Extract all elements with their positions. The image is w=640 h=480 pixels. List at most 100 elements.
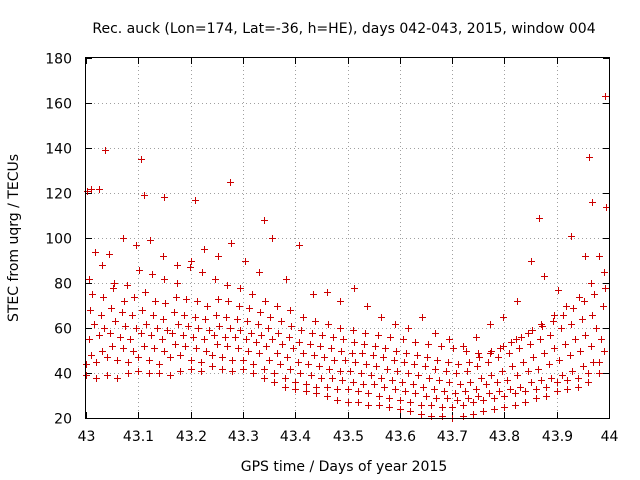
data-point bbox=[441, 388, 448, 395]
data-point bbox=[240, 366, 247, 373]
data-point bbox=[522, 399, 529, 406]
data-point bbox=[412, 339, 419, 346]
data-point bbox=[501, 404, 508, 411]
data-point bbox=[224, 343, 231, 350]
data-point bbox=[425, 341, 432, 348]
data-point bbox=[495, 354, 502, 361]
data-point bbox=[433, 395, 440, 402]
data-point bbox=[475, 393, 482, 400]
data-point bbox=[373, 363, 380, 370]
data-point bbox=[588, 343, 595, 350]
data-point bbox=[138, 330, 145, 337]
data-point bbox=[436, 377, 443, 384]
data-point bbox=[466, 359, 473, 366]
data-point bbox=[362, 330, 369, 337]
data-point bbox=[355, 399, 362, 406]
data-point bbox=[569, 368, 576, 375]
data-point bbox=[278, 318, 285, 325]
data-point bbox=[453, 370, 460, 377]
data-point bbox=[284, 354, 291, 361]
data-point bbox=[265, 325, 272, 332]
data-point bbox=[600, 303, 607, 310]
data-point bbox=[596, 359, 603, 366]
data-point bbox=[589, 199, 596, 206]
data-point bbox=[262, 298, 269, 305]
data-point bbox=[224, 282, 231, 289]
data-point bbox=[593, 325, 600, 332]
data-point bbox=[124, 282, 131, 289]
data-point bbox=[567, 352, 574, 359]
data-point bbox=[342, 357, 349, 364]
data-point bbox=[538, 377, 545, 384]
data-point bbox=[585, 379, 592, 386]
data-point bbox=[364, 303, 371, 310]
data-point bbox=[271, 370, 278, 377]
data-point bbox=[297, 370, 304, 377]
data-point bbox=[102, 147, 109, 154]
data-point bbox=[162, 300, 169, 307]
data-point bbox=[410, 381, 417, 388]
chart-title: Rec. auck (Lon=174, Lat=-36, h=HE), days… bbox=[92, 21, 595, 37]
data-point bbox=[194, 298, 201, 305]
data-point bbox=[201, 246, 208, 253]
data-point bbox=[473, 386, 480, 393]
data-point bbox=[244, 318, 251, 325]
data-point bbox=[174, 280, 181, 287]
data-point bbox=[175, 321, 182, 328]
data-point bbox=[586, 154, 593, 161]
data-point bbox=[462, 388, 469, 395]
data-point bbox=[83, 361, 90, 368]
data-point bbox=[236, 303, 243, 310]
data-point bbox=[556, 357, 563, 364]
data-point bbox=[392, 386, 399, 393]
data-point bbox=[282, 384, 289, 391]
data-point bbox=[555, 287, 562, 294]
data-point bbox=[88, 352, 95, 359]
data-point bbox=[187, 264, 194, 271]
data-point bbox=[255, 321, 262, 328]
data-point bbox=[384, 366, 391, 373]
data-point bbox=[296, 242, 303, 249]
data-point bbox=[460, 343, 467, 350]
data-point bbox=[551, 345, 558, 352]
data-point bbox=[229, 368, 236, 375]
data-point bbox=[156, 361, 163, 368]
data-point bbox=[548, 375, 555, 382]
data-point bbox=[330, 334, 337, 341]
data-point bbox=[452, 390, 459, 397]
data-point bbox=[349, 350, 356, 357]
data-point bbox=[579, 316, 586, 323]
data-point bbox=[274, 350, 281, 357]
data-point bbox=[488, 372, 495, 379]
data-point bbox=[228, 240, 235, 247]
data-point bbox=[533, 386, 540, 393]
data-point bbox=[400, 336, 407, 343]
data-point bbox=[269, 336, 276, 343]
data-point bbox=[475, 350, 482, 357]
x-tick-label: 43.9 bbox=[542, 429, 573, 445]
data-point bbox=[223, 314, 230, 321]
data-point bbox=[227, 325, 234, 332]
data-point bbox=[106, 251, 113, 258]
data-point bbox=[401, 359, 408, 366]
data-point bbox=[283, 276, 290, 283]
data-point bbox=[292, 379, 299, 386]
data-point bbox=[96, 186, 103, 193]
data-point bbox=[258, 332, 265, 339]
data-point bbox=[160, 316, 167, 323]
data-point bbox=[110, 285, 117, 292]
data-point bbox=[282, 375, 289, 382]
data-point bbox=[136, 267, 143, 274]
data-point bbox=[279, 341, 286, 348]
data-point bbox=[389, 377, 396, 384]
data-point bbox=[454, 397, 461, 404]
data-point bbox=[311, 352, 318, 359]
data-point bbox=[329, 375, 336, 382]
data-point bbox=[96, 332, 103, 339]
data-point bbox=[303, 388, 310, 395]
data-point bbox=[351, 339, 358, 346]
data-point bbox=[319, 332, 326, 339]
data-point bbox=[130, 348, 137, 355]
data-point bbox=[551, 312, 558, 319]
data-point bbox=[263, 343, 270, 350]
